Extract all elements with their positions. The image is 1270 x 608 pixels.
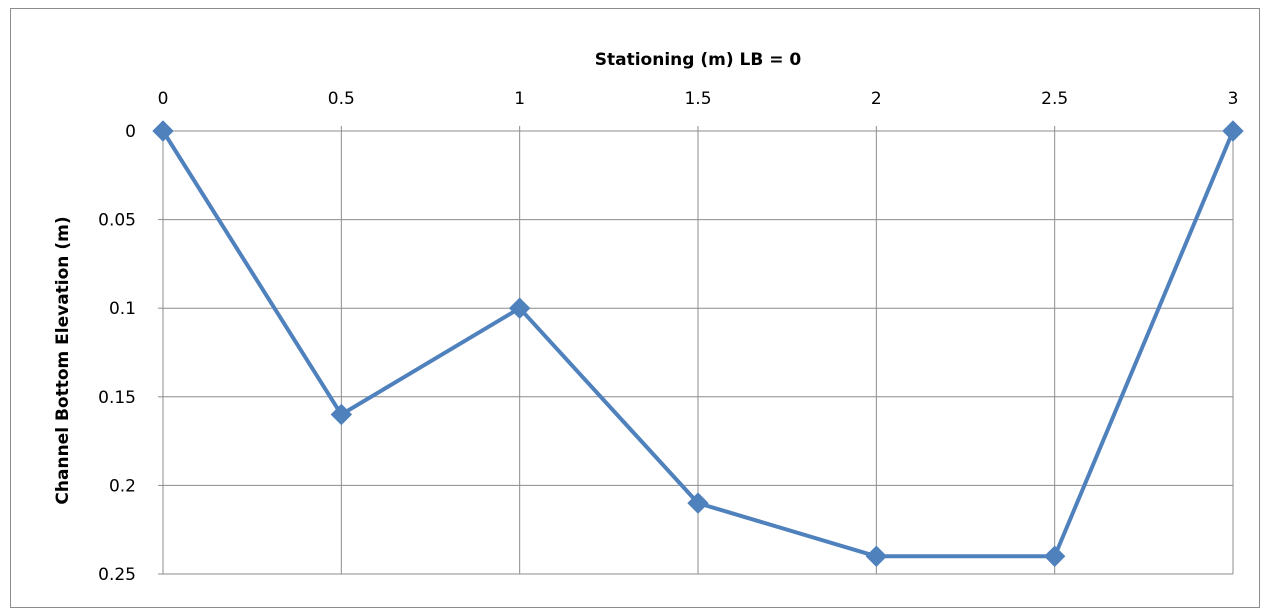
x-tick-label: 2.5 — [1041, 89, 1068, 109]
x-tick-label: 3 — [1228, 89, 1239, 109]
x-tick-label: 1 — [514, 89, 525, 109]
x-tick-label: 0.5 — [328, 89, 355, 109]
grid — [163, 131, 1234, 575]
data-point — [1043, 545, 1066, 567]
data-point — [152, 120, 174, 142]
y-tick-label: 0.15 — [98, 388, 136, 408]
y-tick-label: 0.25 — [98, 565, 136, 585]
data-point — [687, 492, 709, 514]
x-axis-title: Stationing (m) LB = 0 — [595, 50, 802, 70]
x-tick-labels: 0 0.5 1 1.5 2 2.5 3 — [158, 89, 1239, 109]
y-tick-label: 0.1 — [109, 299, 136, 319]
y-tick-labels: 0 0.05 0.1 0.15 0.2 0.25 — [98, 122, 136, 585]
y-tick-label: 0.05 — [98, 211, 136, 231]
data-point — [1222, 120, 1244, 142]
data-point — [330, 403, 353, 426]
y-axis-title: Channel Bottom Elevation (m) — [53, 216, 73, 504]
y-tick-label: 0 — [125, 122, 136, 142]
x-tick-label: 1.5 — [684, 89, 711, 109]
data-point — [508, 297, 531, 319]
data-point — [865, 545, 888, 567]
series-group — [152, 120, 1244, 567]
x-tick-label: 0 — [158, 89, 169, 109]
y-tick-label: 0.2 — [109, 476, 136, 496]
x-tick-label: 2 — [871, 89, 882, 109]
